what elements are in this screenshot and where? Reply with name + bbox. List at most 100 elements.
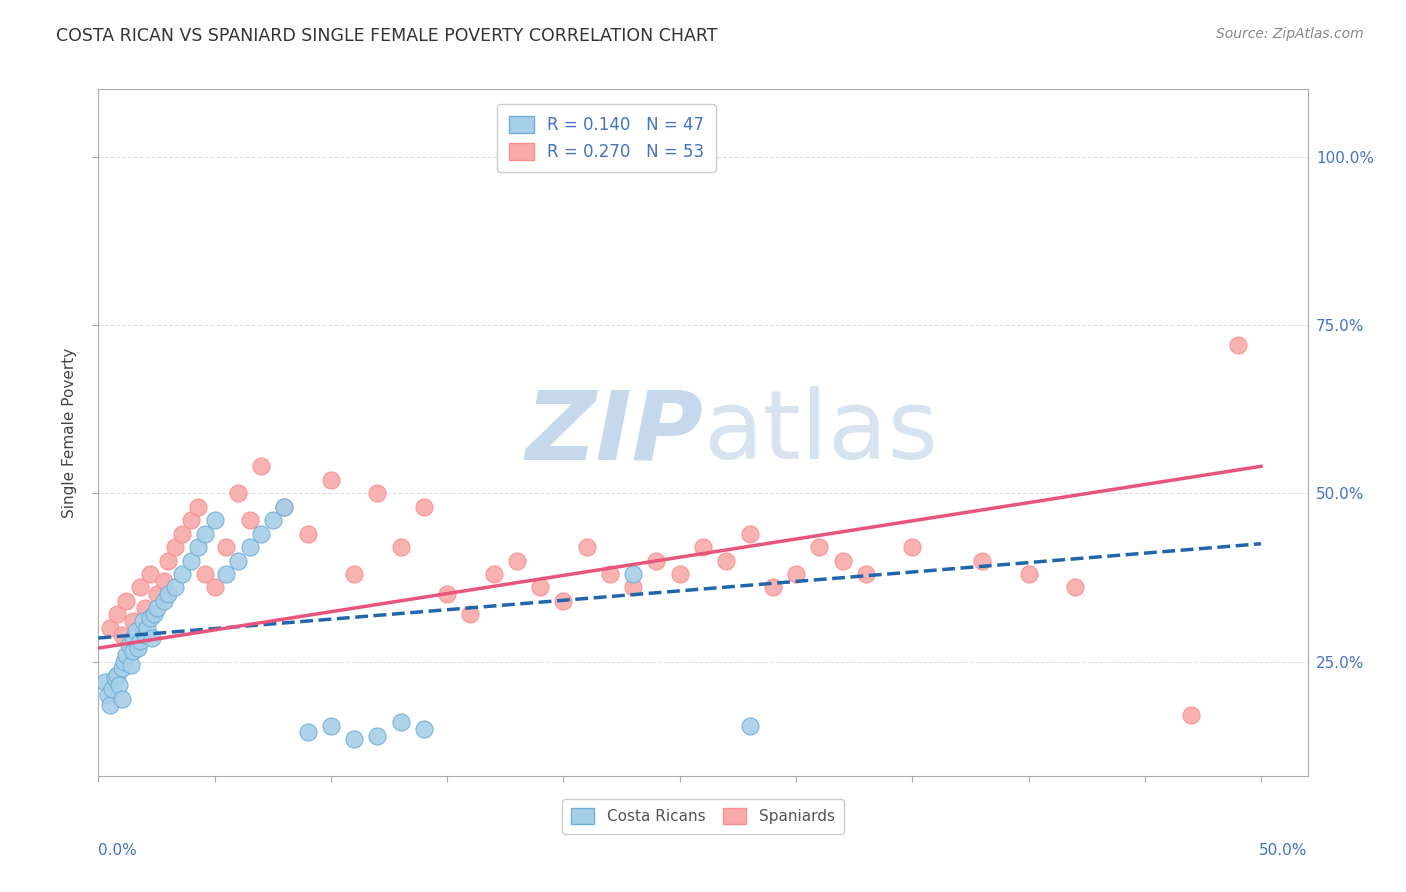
Point (762, 581, 785, 595)
Point (98, 621, 121, 635)
Point (297, 526, 319, 541)
Point (131, 614, 153, 628)
Point (115, 594, 138, 608)
Point (122, 644, 145, 658)
Point (136, 621, 159, 635)
Text: 0.0%: 0.0% (98, 843, 138, 858)
Point (124, 624, 146, 639)
Point (553, 594, 575, 608)
Point (152, 594, 174, 608)
Point (172, 567, 194, 582)
Point (108, 678, 131, 692)
Text: COSTA RICAN VS SPANIARD SINGLE FEMALE POVERTY CORRELATION CHART: COSTA RICAN VS SPANIARD SINGLE FEMALE PO… (56, 27, 717, 45)
Point (122, 614, 145, 628)
Point (104, 672, 127, 686)
Legend: Costa Ricans, Spaniards: Costa Ricans, Spaniards (562, 799, 844, 834)
Point (226, 486, 249, 500)
Point (145, 600, 167, 615)
Point (111, 661, 134, 675)
Point (215, 540, 238, 554)
Point (599, 567, 621, 582)
Point (413, 722, 436, 736)
Point (716, 553, 738, 567)
Point (343, 567, 366, 582)
Point (436, 587, 458, 601)
Point (668, 567, 690, 582)
Point (1064, 581, 1087, 595)
Point (239, 540, 262, 554)
Point (172, 526, 194, 541)
Point (738, 718, 761, 732)
Point (141, 631, 163, 645)
Point (165, 540, 187, 554)
Point (250, 459, 273, 474)
Point (250, 526, 273, 541)
Point (319, 718, 342, 732)
Point (366, 729, 388, 743)
Point (180, 513, 202, 527)
Point (152, 574, 174, 588)
Point (187, 500, 209, 514)
Point (738, 526, 761, 541)
Point (621, 567, 644, 582)
Point (138, 611, 160, 625)
Point (621, 581, 644, 595)
Point (145, 587, 167, 601)
Point (855, 567, 877, 582)
Point (101, 681, 124, 696)
Point (215, 567, 238, 582)
Text: atlas: atlas (703, 386, 938, 479)
Point (204, 581, 226, 595)
Point (194, 526, 217, 541)
Point (134, 600, 156, 615)
Point (129, 581, 152, 595)
Point (413, 500, 436, 514)
Point (157, 553, 180, 567)
Point (262, 513, 284, 527)
Point (273, 500, 295, 514)
Point (297, 725, 319, 739)
Point (239, 513, 262, 527)
Point (460, 607, 482, 622)
Point (366, 486, 388, 500)
Text: ZIP: ZIP (524, 386, 703, 479)
Point (1180, 708, 1202, 723)
Point (134, 627, 156, 641)
Point (529, 581, 551, 595)
Point (138, 567, 160, 582)
Point (111, 627, 134, 641)
Point (115, 648, 138, 662)
Point (1018, 567, 1040, 582)
Point (143, 607, 166, 622)
Point (319, 473, 342, 487)
Point (645, 553, 668, 567)
Y-axis label: Single Female Poverty: Single Female Poverty (62, 348, 77, 517)
Point (1226, 338, 1249, 352)
Point (118, 638, 141, 652)
Point (127, 641, 149, 656)
Point (165, 581, 187, 595)
Text: 50.0%: 50.0% (1260, 843, 1308, 858)
Point (97, 688, 120, 702)
Point (831, 553, 853, 567)
Point (122, 631, 145, 645)
Point (506, 553, 529, 567)
Point (575, 540, 598, 554)
Point (901, 540, 924, 554)
Point (98, 698, 121, 713)
Point (808, 540, 831, 554)
Point (482, 567, 505, 582)
Point (204, 513, 226, 527)
Point (226, 553, 249, 567)
Point (120, 657, 142, 672)
Point (343, 731, 366, 746)
Point (180, 553, 202, 567)
Text: Source: ZipAtlas.com: Source: ZipAtlas.com (1216, 27, 1364, 41)
Point (105, 668, 128, 682)
Point (129, 634, 152, 648)
Point (389, 540, 412, 554)
Point (157, 587, 180, 601)
Point (112, 655, 135, 669)
Point (187, 540, 209, 554)
Point (194, 567, 217, 582)
